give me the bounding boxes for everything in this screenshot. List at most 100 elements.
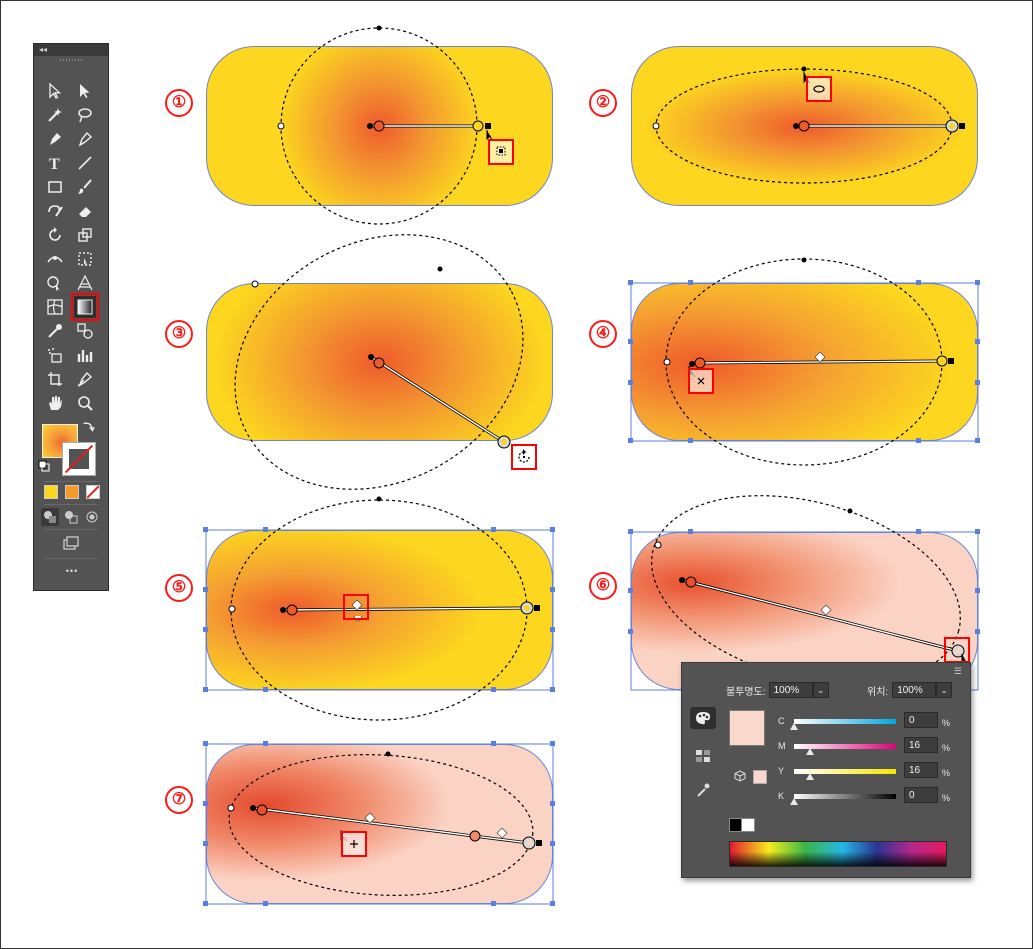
channel-value-input[interactable]: 16 (904, 762, 938, 778)
highlight-color-stop-step-6 (944, 637, 970, 663)
lasso-tool-icon[interactable] (74, 104, 96, 126)
color-mode-palette-icon[interactable] (690, 707, 716, 729)
gradient-tool-icon[interactable] (71, 293, 99, 321)
zoom-tool-icon[interactable] (74, 392, 96, 414)
white-chip[interactable] (741, 818, 755, 832)
step-number-5: ⑤ (165, 574, 193, 602)
location-label: 위치: (867, 686, 889, 698)
channel-label: C (778, 716, 785, 726)
step-number-2: ② (589, 89, 617, 117)
gradient-mode-icon[interactable] (65, 485, 79, 499)
out-of-gamut-cube-icon[interactable] (734, 770, 746, 785)
panel-grip[interactable] (34, 56, 108, 64)
step-number-1: ① (165, 89, 193, 117)
paintbrush-tool-icon[interactable] (74, 176, 96, 198)
percent-unit-label: % (942, 718, 951, 728)
slice-tool-icon[interactable] (74, 368, 96, 390)
gradient-shape-step-5[interactable] (206, 530, 553, 690)
channel-slider-track[interactable] (794, 769, 896, 774)
column-graph-tool-icon[interactable] (74, 344, 96, 366)
divider (44, 558, 98, 559)
draw-normal-icon[interactable] (41, 508, 59, 526)
line-tool-icon[interactable] (74, 152, 96, 174)
channel-slider-thumb[interactable] (806, 748, 815, 755)
highlight-cursor-step-1 (488, 139, 514, 165)
percent-unit-label: % (942, 768, 951, 778)
width-tool-icon[interactable] (44, 248, 66, 270)
direct-selection-tool-icon[interactable] (74, 80, 96, 102)
selection-tool-icon[interactable] (44, 80, 66, 102)
stop-color-swatch[interactable] (729, 710, 765, 746)
channel-slider-thumb[interactable] (806, 773, 815, 780)
panel-menu-icon[interactable]: ☰ (953, 666, 962, 676)
location-dropdown-chevron-icon[interactable]: ⌄ (936, 682, 953, 698)
color-spectrum-ramp[interactable] (729, 841, 947, 867)
hand-tool-icon[interactable] (44, 392, 66, 414)
free-transform-tool-icon[interactable] (74, 248, 96, 270)
eraser-tool-icon[interactable] (74, 200, 96, 222)
none-mode-icon[interactable] (86, 485, 100, 499)
highlight-cursor-step-7 (341, 831, 367, 857)
stroke-swatch[interactable] (62, 442, 96, 476)
channel-value-input[interactable]: 16 (904, 737, 938, 753)
channel-slider-track[interactable] (794, 719, 896, 724)
gradient-shape-step-3[interactable] (206, 283, 553, 441)
divider (44, 481, 98, 482)
perspective-grid-tool-icon[interactable] (74, 272, 96, 294)
edit-toolbar-button[interactable]: ••• (65, 566, 79, 576)
channel-value-input[interactable]: 0 (904, 787, 938, 803)
eyedropper-tool-icon[interactable] (44, 320, 66, 342)
channel-slider-track[interactable] (794, 794, 896, 799)
channel-slider-thumb[interactable] (790, 798, 798, 805)
percent-unit-label: % (942, 743, 951, 753)
gradient-stop-color-panel: ☰ 불투명도: 100% ⌄ 위치: 100% ⌄ C 0% M 16% Y 16% K 0% (681, 662, 971, 878)
screen-mode-icon[interactable] (60, 532, 82, 554)
opacity-dropdown-chevron-icon[interactable]: ⌄ (812, 682, 829, 698)
step-number-6: ⑥ (589, 572, 617, 600)
divider (44, 504, 98, 505)
eyedropper-icon[interactable] (690, 779, 716, 801)
channel-value-input[interactable]: 0 (904, 712, 938, 728)
scale-tool-icon[interactable] (74, 224, 96, 246)
svg-text:T: T (49, 156, 60, 172)
highlight-cursor-step-2 (806, 76, 832, 102)
rotate-tool-icon[interactable] (44, 224, 66, 246)
shaper-tool-icon[interactable] (44, 200, 66, 222)
channel-label: K (778, 791, 785, 801)
swap-fill-stroke-icon[interactable] (80, 420, 96, 436)
gamut-color-chip[interactable] (753, 770, 767, 784)
step-number-7: ⑦ (165, 786, 193, 814)
gradient-shape-step-1[interactable] (206, 46, 553, 206)
divider (44, 529, 98, 530)
shape-builder-tool-icon[interactable] (44, 272, 66, 294)
rectangle-tool-icon[interactable] (44, 176, 66, 198)
gradient-shape-step-7[interactable] (206, 744, 553, 904)
swatches-mode-icon[interactable] (690, 745, 716, 767)
draw-behind-icon[interactable] (62, 508, 80, 526)
mesh-tool-icon[interactable] (44, 296, 66, 318)
magic-wand-tool-icon[interactable] (44, 104, 66, 126)
highlight-cursor-step-4 (688, 368, 714, 394)
highlight-midpoint-step-5 (343, 594, 369, 620)
highlight-cursor-step-3 (511, 444, 537, 470)
channel-slider-track[interactable] (794, 744, 896, 749)
collapse-button[interactable]: ◂◂ (34, 44, 108, 56)
opacity-label: 불투명도: (726, 686, 766, 698)
type-tool-icon[interactable]: T (44, 152, 66, 174)
curvature-tool-icon[interactable] (74, 128, 96, 150)
gradient-shape-step-4[interactable] (631, 283, 978, 441)
blend-tool-icon[interactable] (74, 320, 96, 342)
channel-slider-thumb[interactable] (790, 723, 798, 730)
location-input[interactable]: 100% (892, 682, 937, 698)
gradient-shape-step-2[interactable] (631, 46, 978, 206)
draw-inside-icon[interactable] (83, 508, 101, 526)
pen-tool-icon[interactable] (44, 128, 66, 150)
step-number-3: ③ (165, 320, 193, 348)
symbol-sprayer-tool-icon[interactable] (44, 344, 66, 366)
step-number-4: ④ (589, 320, 617, 348)
color-mode-icon[interactable] (44, 485, 58, 499)
default-fill-stroke-icon[interactable] (38, 460, 50, 472)
opacity-input[interactable]: 100% (768, 682, 813, 698)
channel-label: M (778, 741, 786, 751)
artboard-tool-icon[interactable] (44, 368, 66, 390)
